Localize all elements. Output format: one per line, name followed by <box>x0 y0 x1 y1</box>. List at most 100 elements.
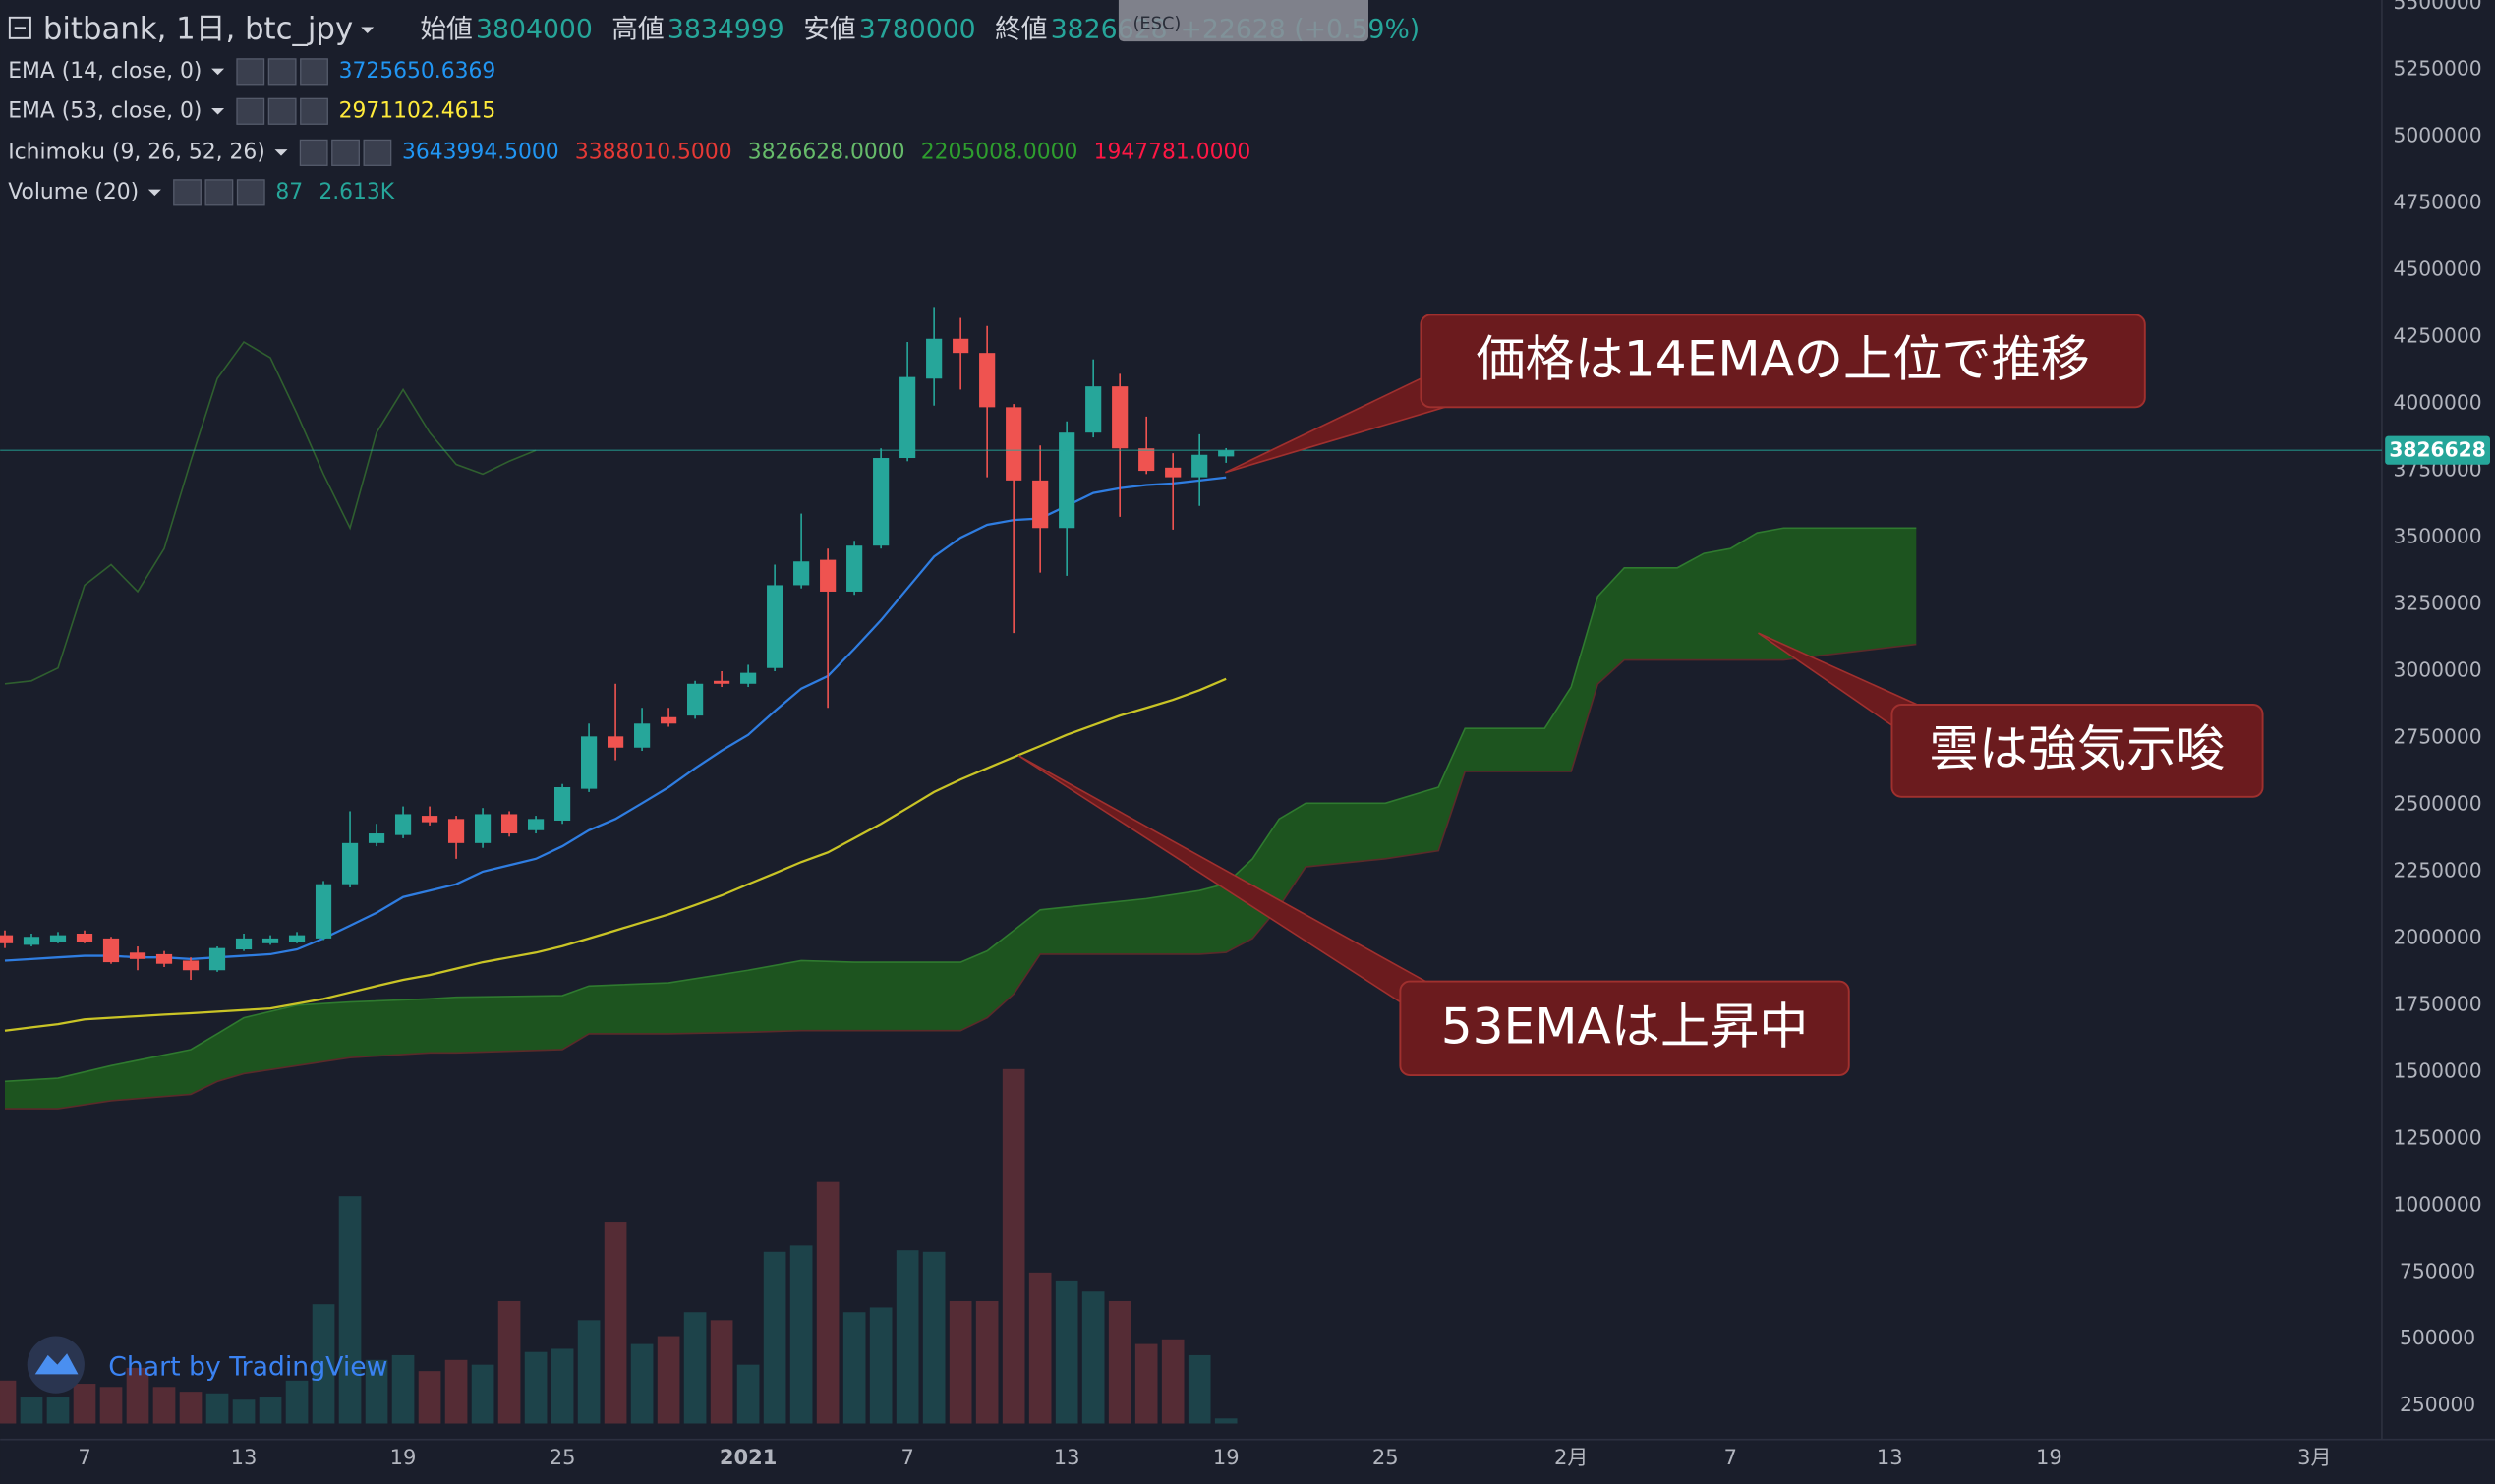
candle-body <box>953 338 969 354</box>
candle-body <box>926 338 943 379</box>
indicator-icon-button[interactable] <box>267 97 297 125</box>
dropdown-caret[interactable] <box>361 27 375 33</box>
candle-body <box>553 786 571 821</box>
volume-bar <box>1081 1291 1105 1424</box>
y-tick-label: 4750000 <box>2394 191 2482 214</box>
volume-bar <box>789 1245 813 1424</box>
candle-body <box>687 683 704 716</box>
candle-body <box>714 680 730 684</box>
indicator-name: EMA (14, close, 0) <box>8 59 202 84</box>
indicator-value: 87 <box>275 180 303 204</box>
indicator-name: Ichimoku (9, 26, 52, 26) <box>8 140 265 164</box>
volume-bar <box>922 1251 946 1424</box>
callout-box <box>1890 703 2264 798</box>
candle-body <box>1191 454 1208 478</box>
volume-bar <box>152 1387 176 1424</box>
y-tick-label: 2000000 <box>2394 925 2482 948</box>
volume-bar <box>99 1387 123 1424</box>
volume-bar <box>418 1371 441 1424</box>
ema-line <box>4 677 1227 1032</box>
y-tick-label: 2750000 <box>2394 724 2482 748</box>
indicator-icon-button[interactable] <box>236 58 265 86</box>
callout-text: 価格は14EMAの上位で推移 <box>1476 330 2090 388</box>
x-tick-label: 13 <box>1877 1445 1903 1469</box>
ohlc-value: 3834999 <box>667 14 784 44</box>
watermark-icon-cloud <box>34 1353 79 1375</box>
candle-body <box>341 842 359 885</box>
indicator-value: 3725650.6369 <box>339 59 496 84</box>
callout-box <box>1420 314 2146 409</box>
callout-box <box>1399 980 1850 1077</box>
candle-body <box>1165 467 1182 478</box>
x-tick-label: 13 <box>1054 1445 1080 1469</box>
volume-bar <box>205 1393 229 1424</box>
candle-body <box>767 585 783 668</box>
candle-body <box>261 938 279 943</box>
span-a-line <box>4 527 1917 1083</box>
candle-body <box>846 545 863 592</box>
indicator-icon-button[interactable] <box>236 179 265 206</box>
candle-body <box>873 458 890 546</box>
indicator-icon-button[interactable] <box>331 139 360 166</box>
candle-body <box>527 819 545 830</box>
volume-bar <box>577 1320 601 1424</box>
y-tick-label: 5000000 <box>2394 124 2482 147</box>
y-tick-label: 1000000 <box>2394 1192 2482 1216</box>
watermark: Chart by TradingView <box>108 1351 387 1382</box>
candle-body <box>208 947 226 971</box>
ichimoku-cloud <box>5 528 1917 1110</box>
indicator-icon-button[interactable] <box>267 58 297 86</box>
indicator-value: 3388010.5000 <box>575 140 732 164</box>
volume-bar <box>763 1251 786 1424</box>
volume-bar <box>1055 1280 1078 1424</box>
volume-bar <box>1134 1343 1158 1424</box>
dropdown-caret[interactable] <box>274 149 288 156</box>
candle-body <box>394 814 412 835</box>
indicator-icon-button[interactable] <box>173 179 202 206</box>
indicator-value: 1947781.0000 <box>1094 140 1251 164</box>
candle-body <box>421 816 438 823</box>
candle-body <box>129 952 146 959</box>
volume-bar <box>1188 1354 1211 1424</box>
x-tick-label: 19 <box>2036 1445 2062 1469</box>
indicator-icon-button[interactable] <box>299 139 328 166</box>
dropdown-caret[interactable] <box>147 189 161 197</box>
tooltip-text: (ESC) <box>1132 13 1181 33</box>
indicator-icon-button[interactable] <box>236 97 265 125</box>
x-tick-label: 7 <box>1724 1445 1737 1469</box>
indicator-icon-button[interactable] <box>363 139 392 166</box>
volume-bar <box>1214 1418 1238 1424</box>
volume-bar <box>1028 1272 1052 1424</box>
collapse-icon[interactable] <box>8 16 31 39</box>
candle-body <box>1006 407 1022 481</box>
volume-bar <box>816 1181 840 1424</box>
candle-body <box>1032 480 1049 529</box>
indicator-icon-button[interactable] <box>204 179 234 206</box>
y-tick-label: 250000 <box>2400 1393 2475 1416</box>
candle-body <box>1085 386 1102 433</box>
indicator-value: 3643994.5000 <box>402 140 559 164</box>
dropdown-caret[interactable] <box>211 108 225 115</box>
price-label: 3826628 <box>2389 438 2485 462</box>
y-tick-label: 5250000 <box>2394 57 2482 81</box>
volume-bar <box>73 1384 96 1424</box>
y-tick-label: 1250000 <box>2394 1125 2482 1149</box>
candle-body <box>740 672 757 684</box>
dropdown-caret[interactable] <box>211 68 225 76</box>
y-tick-label: 3250000 <box>2394 592 2482 615</box>
x-tick-label: 7 <box>78 1445 90 1469</box>
y-tick-label: 5500000 <box>2394 0 2482 14</box>
volume-bar <box>391 1354 415 1424</box>
y-tick-label: 3000000 <box>2394 657 2482 681</box>
indicator-icon-button[interactable] <box>300 97 328 125</box>
volume-bar <box>896 1250 919 1424</box>
y-tick-label: 1750000 <box>2394 992 2482 1015</box>
candle-body <box>0 935 14 943</box>
volume-bar <box>126 1367 149 1424</box>
indicator-icon-button[interactable] <box>300 58 328 86</box>
y-tick-label: 4000000 <box>2394 391 2482 415</box>
